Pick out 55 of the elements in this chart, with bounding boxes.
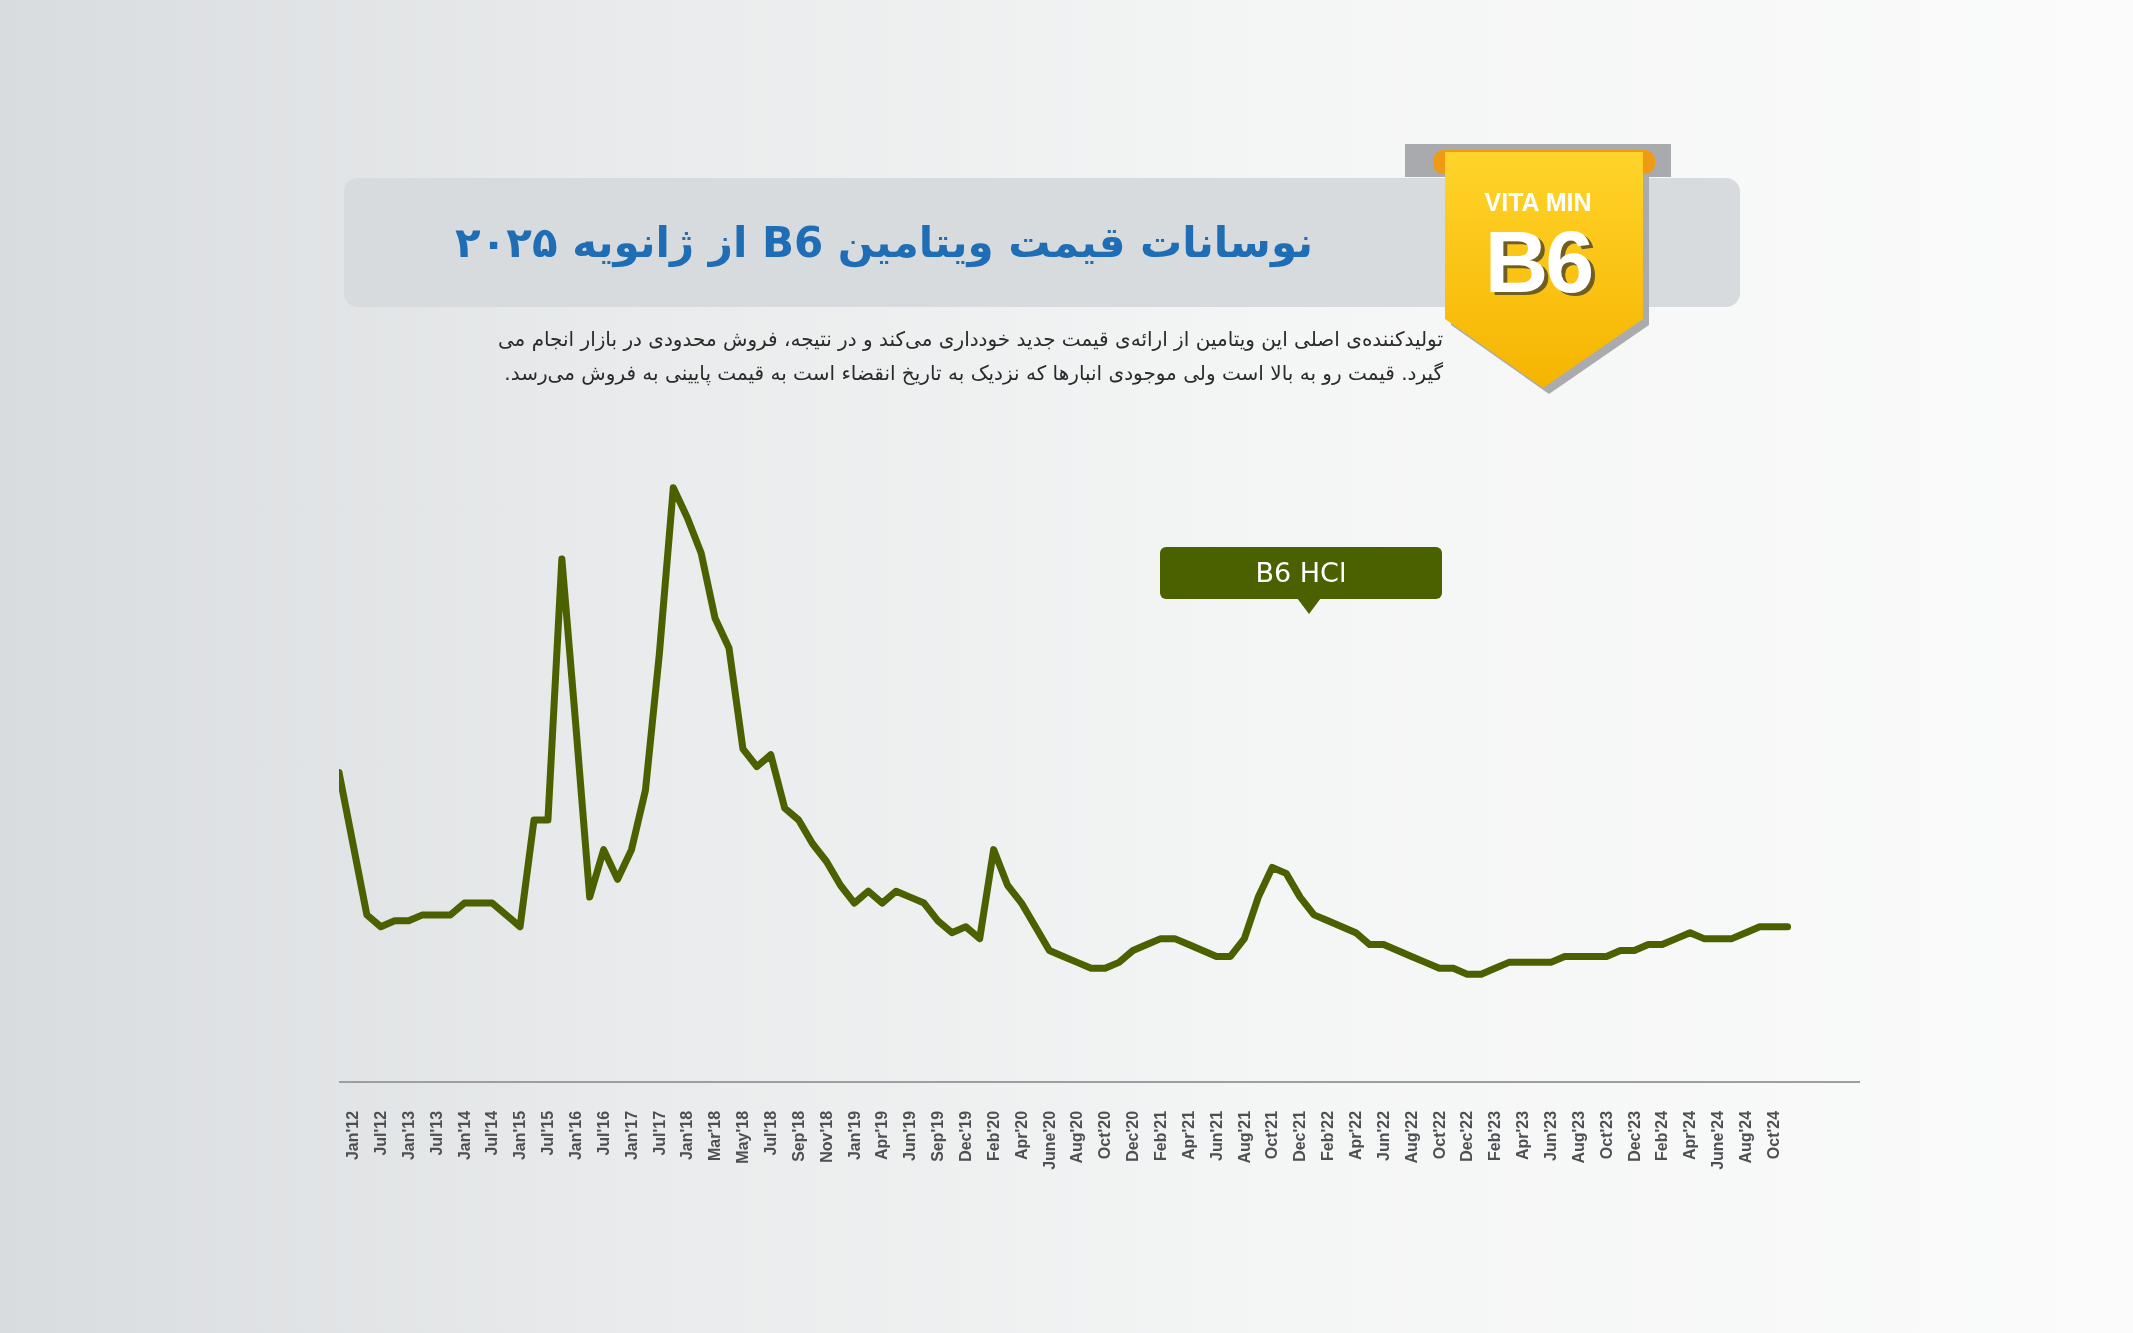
x-tick-label: Jan'16 [566, 1110, 584, 1161]
x-tick-label: Jun'21 [1207, 1110, 1225, 1161]
x-tick-label: Jan'12 [344, 1110, 362, 1161]
x-tick-label: Dec'20 [1124, 1110, 1142, 1162]
x-tick-label: June'20 [1040, 1110, 1058, 1170]
x-tick-label: May'18 [734, 1110, 752, 1164]
x-tick-label: Oct'24 [1764, 1110, 1782, 1160]
x-tick-label: Feb'24 [1653, 1110, 1671, 1161]
x-tick-label: Aug'23 [1569, 1110, 1587, 1164]
x-tick-label: Aug'21 [1235, 1110, 1253, 1164]
x-tick-label: Dec'23 [1625, 1110, 1643, 1162]
x-tick-label: Jun'22 [1374, 1110, 1392, 1161]
x-tick-label: Apr'20 [1012, 1110, 1030, 1161]
x-tick-label: Jan'19 [845, 1110, 863, 1161]
x-tick-label: Jan'14 [455, 1110, 473, 1161]
x-tick-label: Dec'19 [956, 1110, 974, 1162]
x-tick-label: Apr'23 [1514, 1110, 1532, 1161]
x-tick-label: Dec'22 [1458, 1110, 1476, 1162]
x-tick-label: Apr'21 [1179, 1110, 1197, 1161]
x-tick-label: Oct'21 [1263, 1110, 1281, 1160]
x-tick-label: Jan'13 [399, 1110, 417, 1161]
x-tick-label: Jun'19 [901, 1110, 919, 1161]
x-tick-label: Jul'13 [427, 1110, 445, 1156]
x-tick-label: Sep'19 [929, 1110, 947, 1162]
x-tick-label: Oct'23 [1597, 1110, 1615, 1160]
x-tick-label: Aug'20 [1068, 1110, 1086, 1164]
x-tick-label: Apr'19 [873, 1110, 891, 1161]
x-tick-label: Apr'22 [1346, 1110, 1364, 1161]
x-tick-label: Jan'18 [678, 1110, 696, 1161]
x-tick-label: Aug'24 [1736, 1110, 1754, 1164]
x-tick-label: Jul'18 [761, 1110, 779, 1156]
x-tick-label: Oct'22 [1430, 1110, 1448, 1160]
x-tick-label: Nov'18 [817, 1110, 835, 1163]
x-tick-label: June'24 [1709, 1110, 1727, 1170]
x-tick-label: Jul'15 [539, 1110, 557, 1156]
x-tick-label: Sep'18 [789, 1110, 807, 1162]
chart-subtitle: تولیدکننده‌ی اصلی این ویتامین از ارائه‌ی قیمت جدید خودداری می‌کند و در نتیجه، فروش محدودی در بازار انجام می گیرد. قیمت رو به بالا است ولی موجودی انبارها که نزدیک به تاریخ انقضاء است به قیمت پایینی به فروش می‌رسد. [496, 326, 1443, 388]
x-tick-label: Mar'18 [706, 1110, 724, 1161]
x-tick-label: Aug'22 [1402, 1110, 1420, 1164]
text: B6 HCl [1160, 547, 1442, 599]
x-tick-label: Feb'23 [1486, 1110, 1504, 1161]
x-tick-label: Jul'17 [650, 1110, 668, 1156]
x-tick-label: Jul'16 [594, 1110, 612, 1156]
x-tick-label: Feb'21 [1151, 1110, 1169, 1161]
x-tick-label: Apr'24 [1681, 1110, 1699, 1161]
x-tick-label: Dec'21 [1291, 1110, 1309, 1162]
x-tick-label: Feb'20 [984, 1110, 1002, 1161]
x-tick-label: Oct'20 [1096, 1110, 1114, 1160]
x-tick-label: Feb'22 [1319, 1110, 1337, 1161]
x-tick-label: Jul'14 [483, 1110, 501, 1156]
x-tick-label: Jun'23 [1541, 1110, 1559, 1161]
chart-title: نوسانات قیمت ویتامین B6 از ژانویه ۲۰۲۵ [455, 217, 1313, 270]
x-tick-label: Jan'17 [622, 1110, 640, 1161]
x-tick-label: Jul'12 [371, 1110, 389, 1156]
x-tick-label: Jan'15 [511, 1110, 529, 1161]
